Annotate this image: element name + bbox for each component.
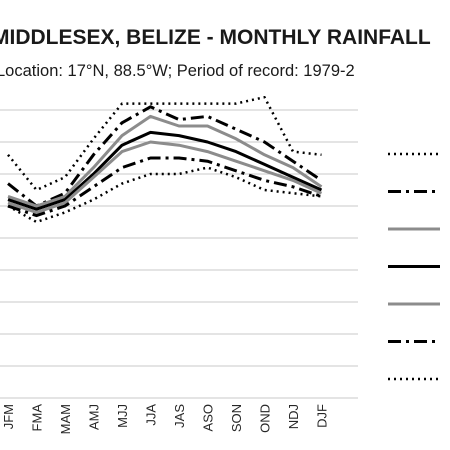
x-tick-label: ASO: [201, 404, 216, 431]
x-tick-label: MJJ: [115, 404, 130, 428]
x-tick-label: DJF: [315, 404, 330, 428]
series-line-3: [7, 114, 323, 208]
chart-subtitle: Location: 17°N, 88.5°W; Period of record…: [0, 62, 355, 80]
x-tick-label: FMA: [30, 404, 45, 432]
chart-title: MIDDLESEX, BELIZE - MONTHLY RAINFALL: [0, 26, 431, 49]
x-tick-label: SON: [229, 404, 244, 432]
series-line-2: [7, 105, 323, 208]
x-tick-label: NDJ: [286, 404, 301, 429]
x-tick-label: JFM: [1, 404, 16, 429]
series-line-4: [7, 130, 323, 211]
series-line-7: [7, 166, 322, 224]
series-line-6: [7, 156, 322, 218]
x-tick-label: MAM: [58, 404, 73, 434]
x-tick-label: OND: [258, 404, 273, 433]
x-tick-label: AMJ: [87, 404, 102, 430]
x-tick-label: JJA: [144, 404, 159, 426]
series-line-5: [7, 140, 323, 214]
x-tick-label: JAS: [172, 404, 187, 428]
